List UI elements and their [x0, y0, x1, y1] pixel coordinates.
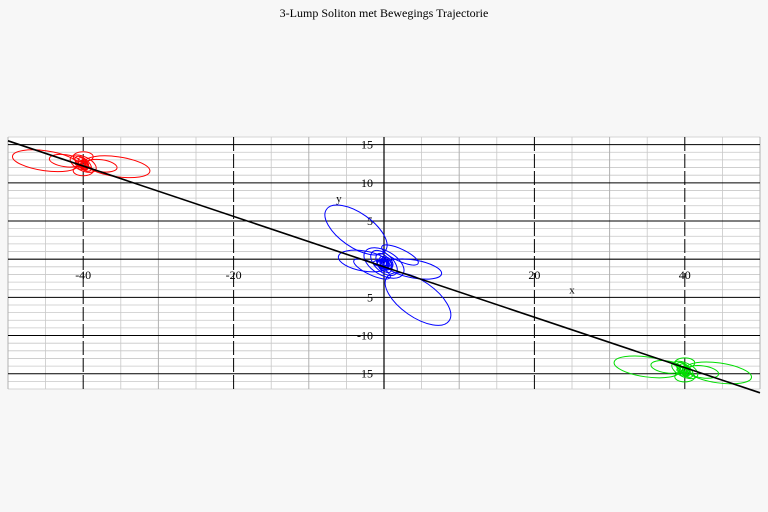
x-tick-label: -40: [75, 268, 91, 282]
x-tick-label: -20: [226, 268, 242, 282]
trajectory-line: [7, 140, 761, 394]
y-tick-label: 15: [361, 138, 373, 152]
y-tick-label: 10: [361, 176, 373, 190]
x-tick-label: 20: [528, 268, 540, 282]
y-axis-label: y: [336, 193, 342, 205]
lump-lobe: [381, 244, 419, 266]
y-tick-label: -10: [357, 329, 373, 343]
y-tick-label: 5: [367, 214, 373, 228]
lump-contour: [379, 260, 389, 270]
y-tick-label: 15: [361, 367, 373, 381]
x-tick-label: 40: [679, 268, 691, 282]
lump-contour: [370, 249, 398, 277]
lump-contour: [681, 365, 689, 375]
lump-contour: [376, 258, 386, 268]
x-axis-label: x: [569, 285, 575, 297]
lump-contour: [81, 161, 90, 170]
lump-contour: [79, 159, 87, 168]
y-tick-label: 5: [367, 290, 373, 304]
chart-title: 3-Lump Soliton met Bewegings Trajectorie: [279, 6, 489, 20]
lump-contour: [381, 259, 393, 271]
